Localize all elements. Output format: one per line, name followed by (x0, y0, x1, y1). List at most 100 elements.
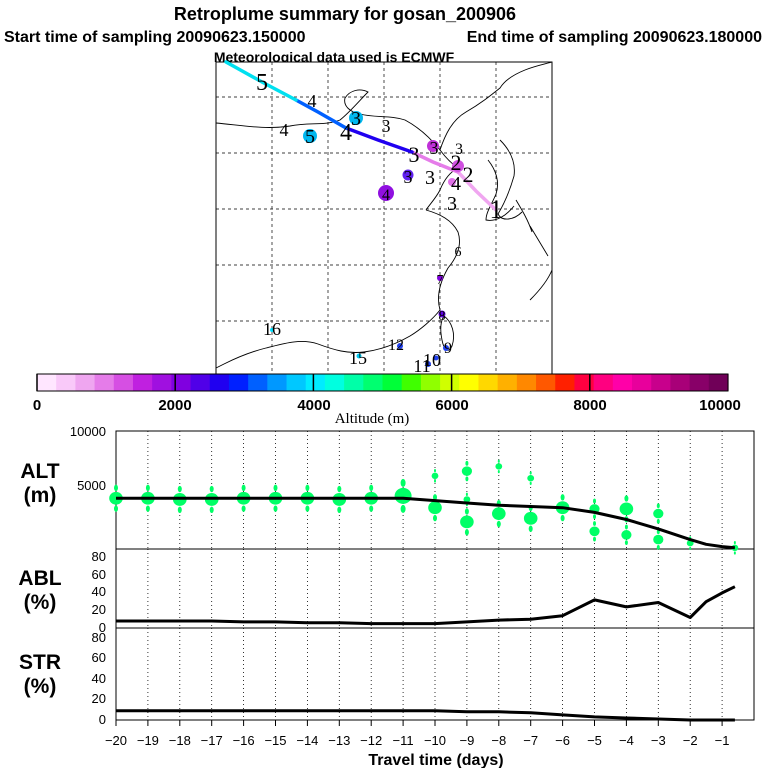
map-label: 8 (439, 309, 446, 324)
map-label: 3 (409, 142, 420, 167)
x-tick-label: −18 (169, 733, 191, 748)
colorbar-axis-label: Altitude (m) (335, 411, 410, 427)
alt-cluster-dot (209, 485, 214, 493)
colorbar-swatch (152, 374, 172, 391)
x-tick-label: −20 (105, 733, 127, 748)
map-label: 15 (349, 348, 367, 368)
alt-cluster-dot (465, 476, 469, 482)
abl-y-tick-label: 80 (92, 549, 106, 564)
alt-cluster-dot (593, 536, 596, 542)
map-label: 4 (382, 187, 390, 204)
alt-panel-unit: (m) (24, 484, 57, 507)
alt-cluster-dot (209, 506, 214, 514)
colorbar-tick-label: 8000 (573, 397, 606, 414)
alt-cluster-dot (337, 506, 342, 514)
alt-cluster-dot (433, 494, 437, 501)
colorbar-swatch (536, 374, 556, 391)
alt-cluster-dot (428, 501, 442, 515)
colorbar-swatch (324, 374, 345, 391)
str-panel-frame (115, 627, 755, 721)
abl-y-tick-label: 20 (92, 602, 106, 617)
trajectory-segment-3 (344, 126, 414, 154)
alt-cluster-dot (495, 463, 503, 470)
x-tick-label: −12 (360, 733, 382, 748)
alt-cluster-dot (529, 471, 532, 475)
alt-cluster-dot (464, 529, 469, 536)
trajectory-segment-2 (410, 150, 460, 174)
abl-y-tick-label: 60 (92, 567, 106, 582)
map-label: 4 (451, 173, 461, 195)
map-label: 1 (490, 195, 503, 224)
colorbar-swatch (651, 374, 672, 391)
alt-cluster-dot (529, 481, 532, 485)
colorbar-tick-label: 2000 (158, 397, 191, 414)
map-label: 3 (404, 167, 413, 187)
start-time-label: Start time of sampling 20090623.150000 (4, 29, 306, 46)
x-tick-label: −1 (715, 733, 730, 748)
map-label: 3 (425, 167, 435, 189)
alt-cluster-dot (241, 484, 246, 492)
x-tick-label: −9 (459, 733, 474, 748)
colorbar-swatch (228, 374, 249, 391)
colorbar-swatch (478, 374, 499, 391)
map-label: 5 (305, 126, 315, 148)
colorbar-tick-label: 6000 (435, 397, 468, 414)
abl-y-tick-label: 40 (92, 584, 106, 599)
alt-cluster-dot (461, 466, 472, 476)
cluster-marker (303, 129, 317, 143)
alt-mean-line (116, 496, 736, 550)
map-label: 16 (263, 319, 281, 339)
cluster-marker (270, 328, 274, 332)
colorbar-swatch (94, 374, 115, 391)
alt-cluster-dot (305, 505, 310, 512)
colorbar-swatch (516, 374, 537, 391)
cluster-marker (437, 275, 443, 281)
str-y-tick-label: 20 (92, 691, 106, 706)
map-label: 3 (351, 108, 361, 130)
abl-y-ticks: 0 20 40 60 80 (92, 549, 106, 635)
alt-cluster-dot (433, 514, 437, 522)
abl-panel-frame (115, 548, 755, 629)
trajectory-map: 5 4 4 5 4 3 3 3 3 3 3 2 4 2 3 4 3 1 6 7 … (215, 60, 553, 376)
end-time-label: End time of sampling 20090623.180000 (467, 29, 762, 46)
x-tick-label: −17 (201, 733, 223, 748)
alt-cluster-dot (593, 514, 596, 520)
x-axis-ticks: −20 −19 −18 −17 −16 −15 −14 −13 −12 −11 −10 −9 −8 −7 −… (105, 720, 730, 748)
x-tick-label: −8 (491, 733, 506, 748)
alt-cluster-dot (464, 508, 469, 515)
x-tick-label: −5 (587, 733, 602, 748)
alt-cluster-dot (593, 521, 596, 526)
cluster-marker (448, 178, 456, 186)
x-tick-label: −16 (233, 733, 255, 748)
colorbar-swatch (171, 374, 192, 391)
map-label: 12 (388, 337, 404, 354)
alt-cluster-dot (114, 484, 118, 492)
alt-cluster-dot (624, 540, 628, 546)
alt-cluster-dots (109, 459, 739, 555)
alt-cluster-dot (527, 475, 535, 482)
colorbar-swatch (420, 374, 441, 391)
alt-cluster-dot (400, 504, 406, 513)
x-tick-label: −4 (619, 733, 634, 748)
alt-y-ticks: 5000 10000 (70, 424, 106, 493)
alt-cluster-dot (337, 485, 342, 493)
x-tick-label: −10 (424, 733, 446, 748)
colorbar-tick-label: 4000 (297, 397, 330, 414)
alt-cluster-dot (656, 544, 660, 550)
panel-mean-lines (116, 496, 736, 722)
alt-cluster-dot (528, 525, 533, 532)
cluster-marker (433, 355, 439, 361)
str-y-tick-label: 60 (92, 650, 106, 665)
map-label: 7 (437, 273, 444, 288)
alt-cluster-dot (497, 470, 500, 474)
trajectory-path (224, 60, 498, 212)
colorbar-swatch (305, 374, 326, 391)
panel-gridlines (147, 431, 723, 720)
met-data-label: Meteorological data used is ECMWF (214, 49, 455, 65)
alt-cluster-dot (434, 469, 436, 473)
alt-cluster-dot (624, 495, 629, 502)
alt-cluster-dot (496, 520, 501, 528)
alt-cluster-dot (369, 484, 374, 492)
x-tick-label: −19 (137, 733, 159, 748)
